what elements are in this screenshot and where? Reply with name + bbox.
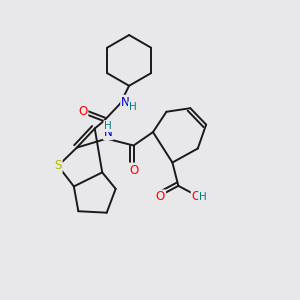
Text: H: H: [129, 102, 136, 112]
Text: N: N: [104, 126, 112, 139]
Text: N: N: [121, 96, 130, 109]
Text: H: H: [104, 121, 112, 131]
Text: O: O: [78, 105, 87, 118]
Text: H: H: [199, 192, 207, 202]
Text: O: O: [192, 190, 201, 203]
Text: S: S: [54, 159, 62, 172]
Text: O: O: [156, 190, 165, 203]
Text: O: O: [129, 164, 138, 176]
